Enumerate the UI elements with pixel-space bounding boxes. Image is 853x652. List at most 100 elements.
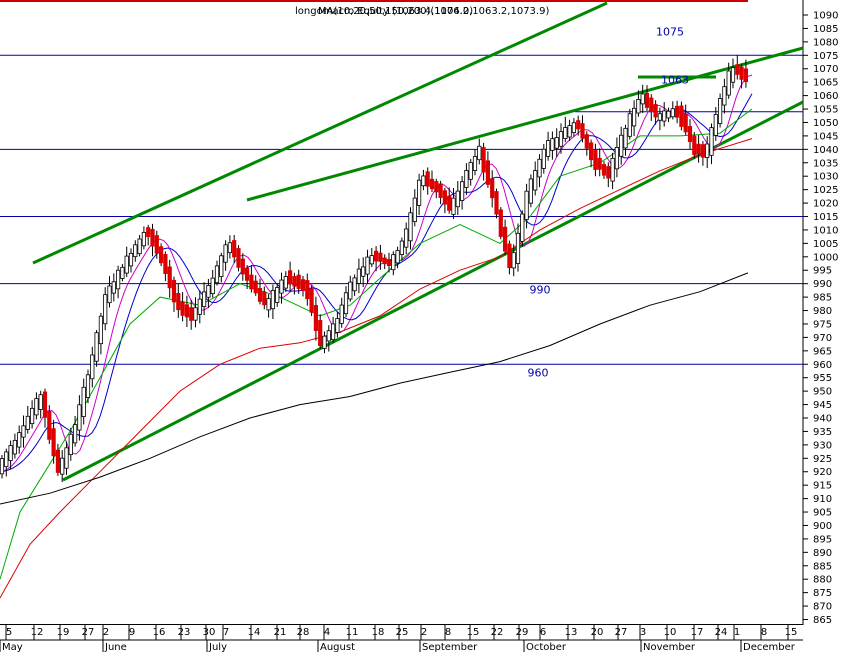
month-label: May <box>2 642 23 652</box>
candle <box>696 135 701 163</box>
candle <box>412 189 417 227</box>
candle-up <box>713 114 718 136</box>
candle <box>447 187 452 214</box>
candle-up <box>610 157 615 182</box>
candle <box>576 115 581 136</box>
candle-up <box>416 179 422 206</box>
candle <box>335 311 340 338</box>
candle-up <box>537 158 542 178</box>
y-tick-label: 1020 <box>813 199 838 210</box>
candle-down <box>232 240 237 258</box>
candle <box>481 142 486 181</box>
candle-up <box>29 407 35 425</box>
candle-up <box>210 277 215 295</box>
candle-up <box>640 93 645 105</box>
y-tick-label: 1085 <box>813 24 838 35</box>
y-tick-label: 1075 <box>813 51 838 62</box>
candle <box>275 284 280 307</box>
y-tick-label: 870 <box>813 602 832 613</box>
candle <box>373 246 379 272</box>
candle <box>4 448 9 477</box>
y-tick-label: 1060 <box>813 91 838 102</box>
candle-up <box>73 424 78 444</box>
ma-200-line <box>0 272 749 505</box>
candle <box>416 173 422 216</box>
y-tick-label: 1055 <box>813 105 838 116</box>
y-tick-label: 1025 <box>813 185 838 196</box>
candle <box>17 425 22 454</box>
candle-up <box>520 213 525 242</box>
candle-up <box>90 354 95 380</box>
candle-down <box>675 105 680 118</box>
candle-up <box>352 277 357 292</box>
x-tick-label: 11 <box>346 627 359 638</box>
candle-up <box>4 451 9 468</box>
y-axis: 1090 1085 1080 1075 1070 1065 1060 1055 1050 1045… <box>803 11 838 626</box>
candle-up <box>120 266 125 279</box>
candle <box>743 59 749 88</box>
ma-150-line <box>0 138 753 599</box>
chart-title-overlap: MA(10,20,50,150,200)(1104.0) <box>318 6 473 17</box>
candle <box>197 290 202 324</box>
candle <box>29 400 35 429</box>
candle <box>524 183 529 229</box>
candle <box>85 369 91 404</box>
candle <box>300 275 306 297</box>
y-tick-label: 1080 <box>813 37 838 48</box>
y-tick-label: 945 <box>813 400 832 411</box>
candle-up <box>111 281 116 294</box>
candle <box>206 278 211 308</box>
candle <box>468 159 473 186</box>
y-tick-label: 1005 <box>813 239 838 250</box>
x-tick-label: 10 <box>664 627 677 638</box>
candle-down <box>687 126 693 143</box>
candle <box>718 93 723 128</box>
candle <box>51 419 56 464</box>
candle <box>262 286 267 310</box>
candle <box>330 316 336 343</box>
candle-up <box>524 190 529 220</box>
x-tick-label: 24 <box>715 627 728 638</box>
candle-up <box>541 148 546 169</box>
candle <box>189 299 194 330</box>
candle <box>270 284 276 320</box>
candle-up <box>68 433 73 456</box>
candle-up <box>558 131 564 147</box>
candle-up <box>214 265 220 284</box>
candle <box>365 249 370 285</box>
candle <box>201 282 207 316</box>
candle-up <box>223 244 228 263</box>
candle <box>679 101 684 131</box>
candle-up <box>614 147 620 170</box>
candle-up <box>623 127 628 149</box>
candle-up <box>60 457 65 475</box>
candle <box>644 85 650 111</box>
candle-up <box>511 252 516 269</box>
candle <box>227 235 232 259</box>
candle-down <box>180 301 185 316</box>
candle-up <box>141 231 146 247</box>
candle-up <box>348 281 353 300</box>
candle <box>214 260 220 286</box>
candle-up <box>477 145 482 161</box>
candle-up <box>330 323 336 341</box>
candle <box>451 187 456 219</box>
candle <box>709 123 714 165</box>
candle-down <box>653 104 658 118</box>
y-tick-label: 1050 <box>813 118 838 129</box>
x-tick-label: 8 <box>445 627 451 638</box>
candle <box>55 443 61 476</box>
x-tick-label: 29 <box>516 627 529 638</box>
y-tick-label: 930 <box>813 440 832 451</box>
candle-down <box>262 291 267 306</box>
candle-up <box>636 99 641 114</box>
y-tick-label: 1010 <box>813 225 838 236</box>
month-label: December <box>743 642 796 652</box>
candle-up <box>709 127 714 156</box>
candle <box>313 296 319 341</box>
candle <box>193 297 198 328</box>
candle-up <box>550 138 555 151</box>
candle-up <box>563 127 568 139</box>
candle <box>687 119 693 150</box>
